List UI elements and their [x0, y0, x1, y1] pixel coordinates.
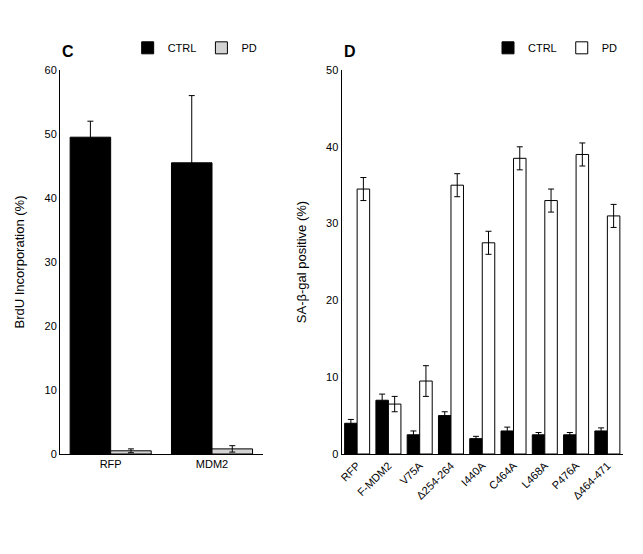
svg-text:Δ464-471: Δ464-471: [570, 460, 612, 502]
svg-text:V75A: V75A: [397, 459, 425, 487]
svg-text:PD: PD: [241, 42, 256, 54]
svg-text:P476A: P476A: [550, 459, 582, 491]
svg-text:60: 60: [45, 64, 57, 76]
svg-text:0: 0: [51, 448, 57, 460]
svg-text:MDM2: MDM2: [196, 458, 228, 470]
svg-text:40: 40: [326, 141, 338, 153]
svg-text:L468A: L468A: [519, 459, 550, 490]
svg-text:D: D: [344, 43, 356, 60]
svg-text:50: 50: [45, 128, 57, 140]
svg-text:C: C: [62, 43, 74, 60]
svg-text:BrdU Incorporation (%): BrdU Incorporation (%): [12, 196, 27, 329]
svg-text:20: 20: [45, 320, 57, 332]
svg-text:I440A: I440A: [459, 459, 488, 488]
svg-text:40: 40: [45, 192, 57, 204]
svg-text:CTRL: CTRL: [168, 42, 197, 54]
svg-text:C464A: C464A: [487, 459, 520, 492]
svg-text:PD: PD: [602, 42, 617, 54]
svg-text:Δ254-264: Δ254-264: [414, 460, 456, 502]
svg-text:SA-β-gal positive (%): SA-β-gal positive (%): [294, 201, 309, 323]
svg-text:CTRL: CTRL: [528, 42, 557, 54]
svg-text:10: 10: [326, 371, 338, 383]
svg-text:30: 30: [326, 217, 338, 229]
svg-text:20: 20: [326, 294, 338, 306]
svg-text:10: 10: [45, 384, 57, 396]
svg-text:50: 50: [326, 64, 338, 76]
svg-text:30: 30: [45, 256, 57, 268]
svg-text:F-MDM2: F-MDM2: [355, 460, 394, 499]
svg-text:0: 0: [332, 448, 338, 460]
svg-text:RFP: RFP: [100, 458, 122, 470]
svg-text:RFP: RFP: [338, 460, 362, 484]
